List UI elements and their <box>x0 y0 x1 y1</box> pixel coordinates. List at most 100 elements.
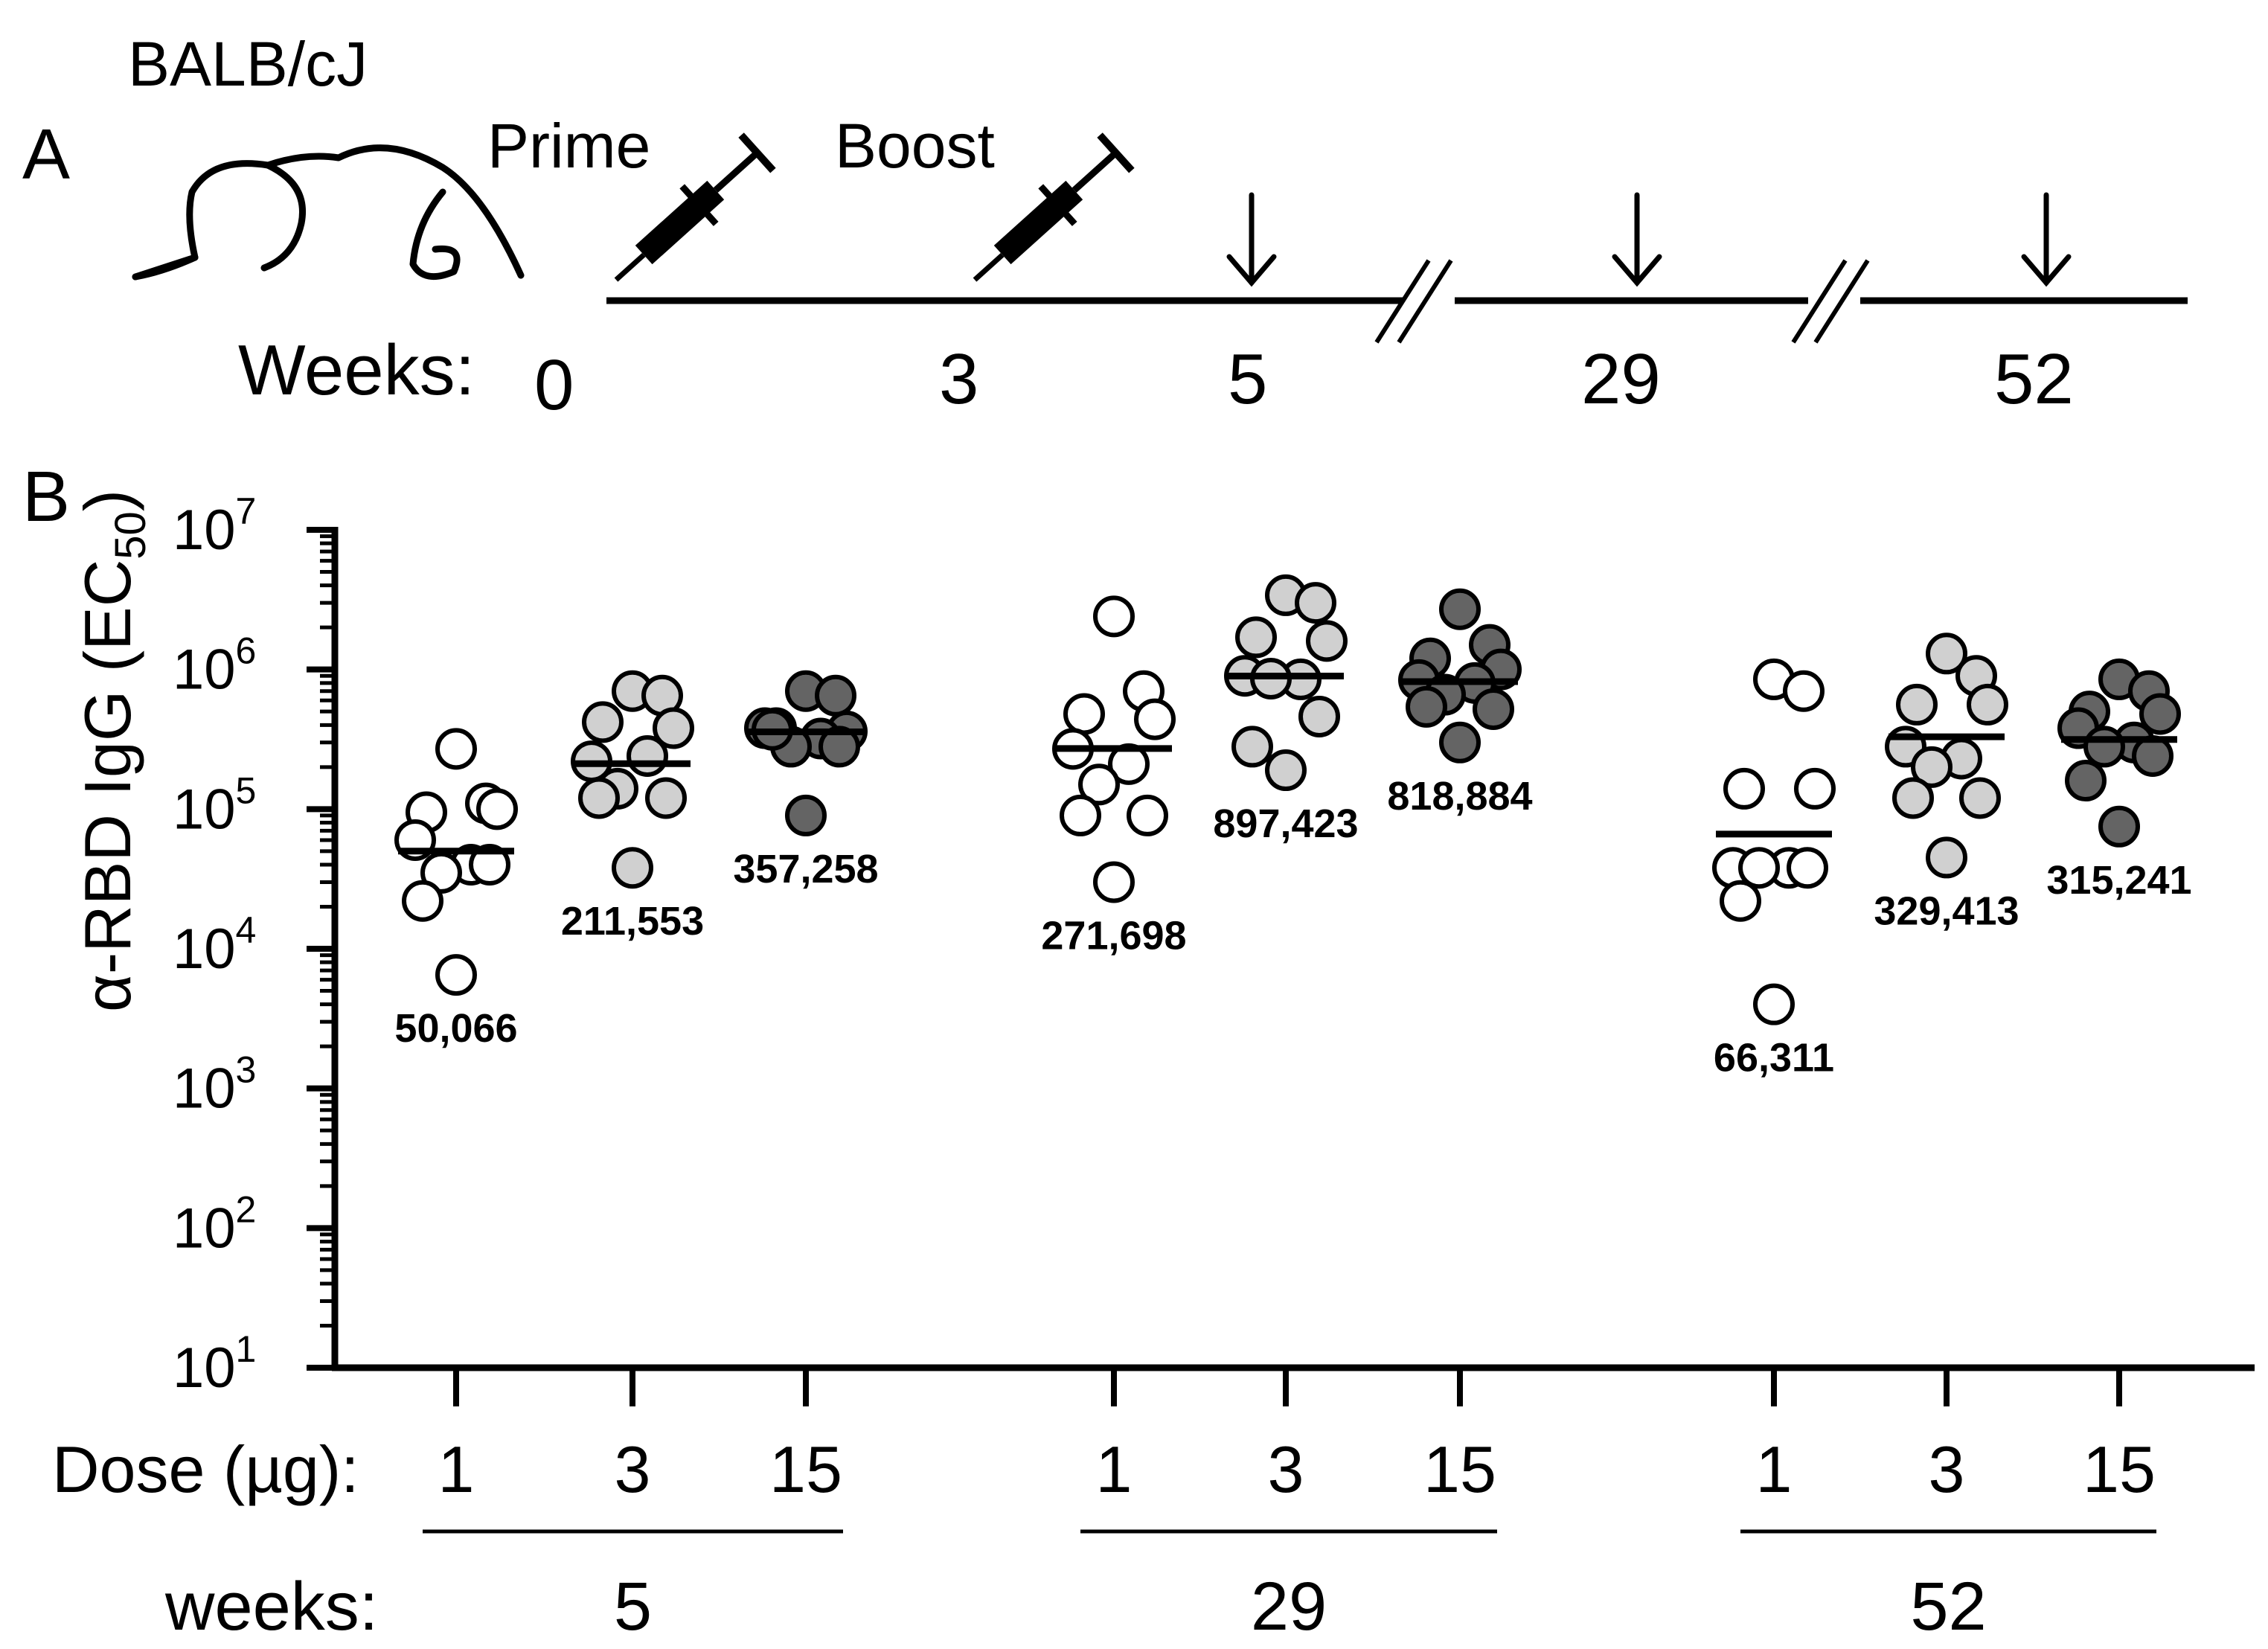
mouse-icon <box>132 144 525 281</box>
gmt-data-label: 271,698 <box>1041 913 1186 958</box>
gmt-data-label: 818,884 <box>1387 774 1532 819</box>
dose-tick-label: 15 <box>1423 1432 1496 1506</box>
axis-break-1 <box>1374 259 1431 344</box>
data-point <box>1439 721 1481 763</box>
data-point <box>1783 670 1825 712</box>
week-groups: 5 29 52 <box>423 1529 2156 1645</box>
data-point <box>785 794 827 836</box>
dose-tick-label: 15 <box>769 1432 842 1506</box>
data-point <box>1265 749 1307 792</box>
data-point <box>819 726 860 768</box>
data-point <box>627 734 668 777</box>
arrow-week-52-icon <box>2021 192 2072 287</box>
data-point <box>578 777 620 819</box>
gmt-data-label: 357,258 <box>733 847 878 891</box>
data-point <box>2139 693 2181 735</box>
data-point <box>435 728 477 770</box>
week-group-label: 29 <box>1251 1569 1327 1645</box>
dose-tick-label: 3 <box>1268 1432 1304 1506</box>
week-group-label: 5 <box>614 1569 652 1645</box>
panel-a: A BALB/cJ Prime Boost <box>22 29 2188 425</box>
y-tick-base: 10 <box>173 638 236 702</box>
panel-a-letter: A <box>22 115 70 194</box>
dose-tick-label: 15 <box>2083 1432 2156 1506</box>
panel-b-letter: B <box>22 457 70 537</box>
y-tick-base: 10 <box>173 1197 236 1260</box>
axis-break-1b <box>1397 259 1453 344</box>
dose-tick-labels: 1 3 15 1 3 15 1 3 15 <box>438 1432 2156 1506</box>
y-tick-exponent: 7 <box>236 490 257 532</box>
y-tick-exponent: 2 <box>236 1188 257 1230</box>
data-point <box>1231 726 1273 768</box>
timeline-week-29: 29 <box>1581 339 1661 419</box>
data-point <box>2098 805 2140 848</box>
y-tick-exponent: 3 <box>236 1049 257 1091</box>
data-point <box>815 674 856 717</box>
data-point <box>435 954 477 996</box>
panel-b: B α-RBD IgG (EC50) 101102103104105106107… <box>22 457 2255 1645</box>
y-tick-base: 10 <box>173 918 236 981</box>
timeline-week-3: 3 <box>939 339 978 419</box>
data-point <box>1896 683 1938 726</box>
data-point <box>1078 763 1120 806</box>
syringe-prime-icon <box>614 132 776 282</box>
dose-tick-label: 1 <box>1096 1432 1133 1506</box>
y-tick-exponent: 6 <box>236 630 257 672</box>
data-point <box>1753 983 1795 1025</box>
data-point <box>645 777 687 819</box>
data-point <box>469 844 510 886</box>
data-point <box>1911 746 1953 788</box>
y-tick-label: 105 <box>173 769 256 841</box>
data-point <box>1235 616 1277 659</box>
y-tick-base: 10 <box>173 1057 236 1121</box>
y-tick-exponent: 4 <box>236 909 257 951</box>
data-point <box>1720 880 1761 922</box>
data-point <box>476 788 518 830</box>
dose-tick-label: 1 <box>1756 1432 1793 1506</box>
data-point <box>1723 767 1765 810</box>
y-axis-title-sub: 50 <box>106 511 155 560</box>
data-point <box>1473 688 1514 730</box>
dose-tick-label: 3 <box>615 1432 651 1506</box>
week-group-label: 52 <box>1910 1569 1986 1645</box>
arrow-week-5-icon <box>1226 192 1277 287</box>
gmt-data-label: 50,066 <box>394 1006 517 1051</box>
timeline <box>606 259 2188 344</box>
weeks-group-label: weeks: <box>164 1569 378 1645</box>
axis-break-2b <box>1813 259 1870 344</box>
data-point <box>402 880 443 922</box>
gmt-data-label: 66,311 <box>1714 1036 1834 1080</box>
axis-break-2 <box>1791 259 1848 344</box>
gmt-data-label: 329,413 <box>1874 888 2019 933</box>
data-point <box>1926 633 1967 675</box>
gmt-data-label: 897,423 <box>1213 801 1358 846</box>
arrow-week-29-icon <box>1612 192 1662 287</box>
data-point <box>1134 698 1176 740</box>
y-tick-label: 107 <box>173 490 256 562</box>
y-tick-base: 10 <box>173 778 236 841</box>
y-tick-exponent: 1 <box>236 1328 257 1370</box>
strain-label: BALB/cJ <box>128 29 368 99</box>
y-axis-title-end: ) <box>71 490 144 511</box>
data-point <box>1298 695 1340 737</box>
timeline-week-52: 52 <box>1994 339 2074 419</box>
data-point <box>2065 760 2107 802</box>
x-axis <box>453 1368 2122 1406</box>
gmt-data-label: 315,241 <box>2046 858 2191 903</box>
timeline-week-5: 5 <box>1228 339 1267 419</box>
y-tick-label: 101 <box>173 1328 256 1400</box>
data-point <box>1439 588 1481 630</box>
y-tick-label: 103 <box>173 1049 256 1121</box>
y-tick-label: 102 <box>173 1188 256 1260</box>
data-point <box>1063 693 1105 735</box>
y-axis-title-main: α-RBD IgG (EC <box>71 560 144 1012</box>
data-point <box>1093 595 1135 638</box>
data-point <box>1295 582 1336 624</box>
y-tick-base: 10 <box>173 499 236 562</box>
data-point <box>1127 794 1168 836</box>
data-point <box>1892 777 1934 819</box>
y-tick-exponent: 5 <box>236 769 257 811</box>
data-point <box>1306 620 1348 662</box>
plot-marks: 50,066 211,553 357,258 271,698 897,423 818,88… <box>394 574 2192 1080</box>
